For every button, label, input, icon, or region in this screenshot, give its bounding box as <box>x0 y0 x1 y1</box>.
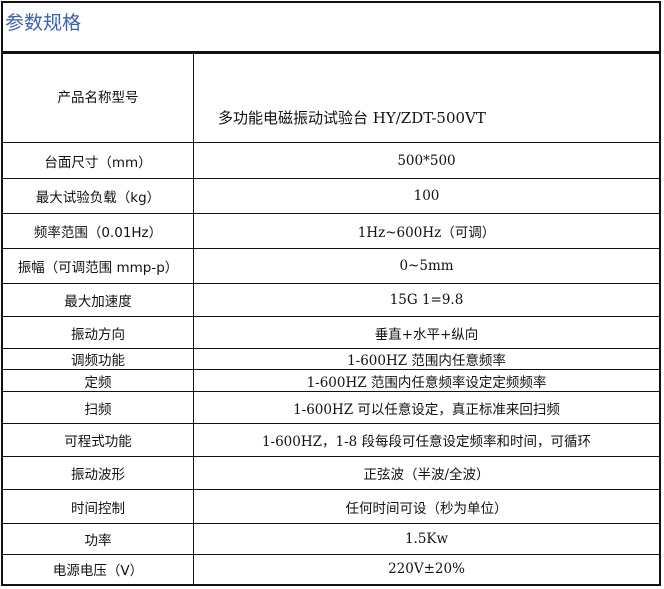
spec-value: 100 <box>193 178 659 214</box>
spec-label: 扫频 <box>3 391 194 424</box>
spec-label: 定频 <box>3 369 194 392</box>
spec-row: 定频 1-600HZ 范围内任意频率设定定频频率 <box>3 369 659 392</box>
spec-label: 台面尺寸（mm） <box>3 142 194 179</box>
spec-value: 500*500 <box>193 142 659 179</box>
spec-row: 振幅（可调范围 mmp-p） 0~5mm <box>3 248 659 284</box>
spec-row: 可程式功能 1-600HZ，1-8 段每段可任意设定频率和时间，可循环 <box>3 423 659 457</box>
spec-label: 可程式功能 <box>3 423 194 457</box>
spec-row: 功率 1.5Kw <box>3 523 659 555</box>
spec-value: 正弦波（半波/全波） <box>193 456 659 490</box>
spec-label: 电源电压（V） <box>3 554 194 584</box>
spec-row: 振动方向 垂直+水平+纵向 <box>3 316 659 349</box>
spec-row: 台面尺寸（mm） 500*500 <box>3 142 659 179</box>
spec-label: 振动波形 <box>3 456 194 490</box>
spec-value: 多功能电磁振动试验台 HY/ZDT-500VT <box>193 53 659 143</box>
spec-label: 产品名称型号 <box>3 53 194 143</box>
spec-row: 产品名称型号 多功能电磁振动试验台 HY/ZDT-500VT <box>3 53 659 143</box>
spec-value: 15G 1=9.8 <box>193 283 659 317</box>
spec-value: 1-600HZ 范围内任意频率 <box>193 348 659 370</box>
spec-label: 时间控制 <box>3 489 194 524</box>
spec-label: 调频功能 <box>3 348 194 370</box>
spec-label: 振动方向 <box>3 316 194 349</box>
spec-label: 功率 <box>3 523 194 555</box>
spec-value: 1Hz~600Hz（可调） <box>193 213 659 249</box>
spec-value: 1.5Kw <box>193 523 659 555</box>
spec-label: 最大加速度 <box>3 283 194 317</box>
spec-label: 振幅（可调范围 mmp-p） <box>3 248 194 284</box>
spec-value: 220V±20% <box>193 554 659 584</box>
spec-value: 1-600HZ 可以任意设定，真正标准来回扫频 <box>193 391 659 424</box>
spec-row: 最大加速度 15G 1=9.8 <box>3 283 659 317</box>
spec-row: 振动波形 正弦波（半波/全波） <box>3 456 659 490</box>
spec-row: 电源电压（V） 220V±20% <box>3 554 659 584</box>
section-title: 参数规格 <box>3 3 659 53</box>
spec-value: 1-600HZ，1-8 段每段可任意设定频率和时间，可循环 <box>193 423 659 457</box>
spec-row: 时间控制 任何时间可设（秒为单位） <box>3 489 659 524</box>
spec-row: 扫频 1-600HZ 可以任意设定，真正标准来回扫频 <box>3 391 659 424</box>
spec-value: 0~5mm <box>193 248 659 284</box>
spec-value: 垂直+水平+纵向 <box>193 316 659 349</box>
spec-row: 调频功能 1-600HZ 范围内任意频率 <box>3 348 659 370</box>
spec-label: 频率范围（0.01Hz） <box>3 213 194 249</box>
spec-value: 任何时间可设（秒为单位） <box>193 489 659 524</box>
spec-value: 1-600HZ 范围内任意频率设定定频频率 <box>193 369 659 392</box>
spec-table: 产品名称型号 多功能电磁振动试验台 HY/ZDT-500VT 台面尺寸（mm） 500… <box>3 53 659 584</box>
spec-label: 最大试验负载（kg） <box>3 178 194 214</box>
spec-row: 最大试验负载（kg） 100 <box>3 178 659 214</box>
spec-row: 频率范围（0.01Hz） 1Hz~600Hz（可调） <box>3 213 659 249</box>
